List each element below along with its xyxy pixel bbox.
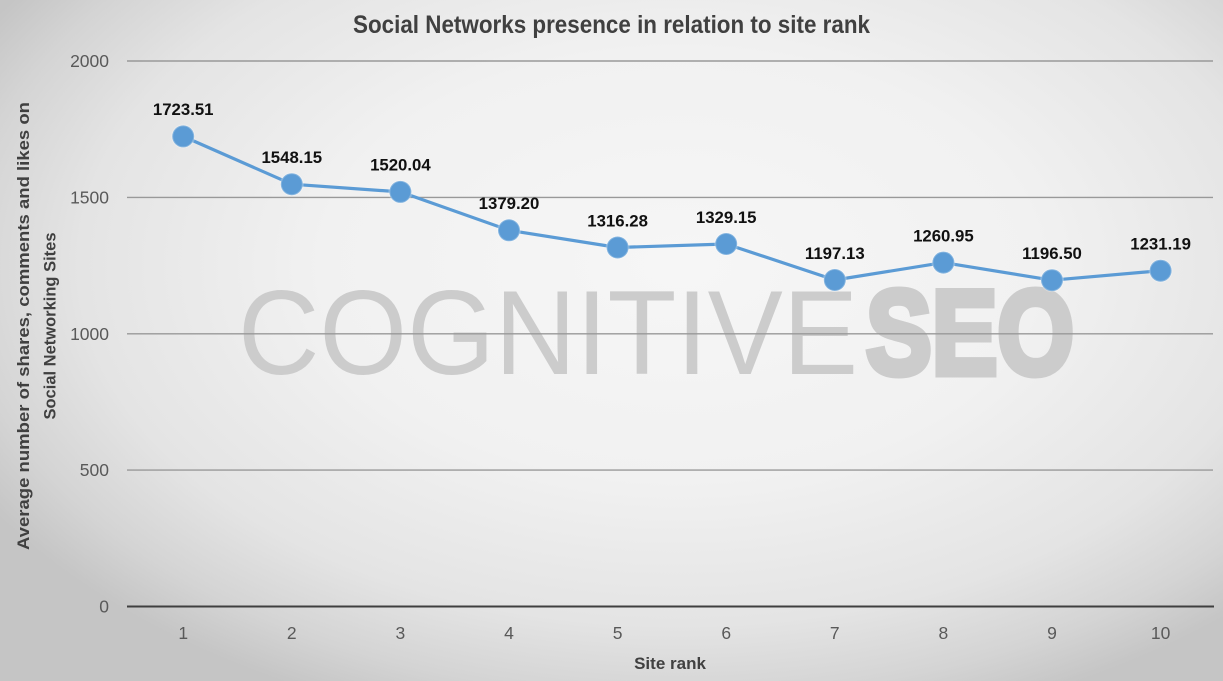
svg-text:1196.50: 1196.50: [1022, 244, 1082, 263]
svg-text:1500: 1500: [70, 187, 109, 207]
svg-text:2: 2: [287, 623, 297, 643]
svg-text:Social Networks presence in re: Social Networks presence in relation to …: [353, 11, 870, 39]
svg-text:1316.28: 1316.28: [587, 211, 648, 230]
svg-text:1197.13: 1197.13: [805, 244, 865, 263]
svg-text:SEO: SEO: [866, 266, 1074, 400]
svg-text:10: 10: [1151, 623, 1171, 643]
svg-text:1: 1: [178, 623, 188, 643]
svg-text:1520.04: 1520.04: [370, 156, 431, 175]
svg-text:1548.15: 1548.15: [261, 148, 322, 167]
svg-text:Site rank: Site rank: [634, 654, 706, 673]
svg-text:6: 6: [721, 623, 731, 643]
svg-text:4: 4: [504, 623, 514, 643]
svg-text:5: 5: [613, 623, 623, 643]
svg-text:7: 7: [830, 623, 840, 643]
svg-text:Average number of shares, comm: Average number of shares, comments and l…: [15, 102, 33, 550]
svg-text:1000: 1000: [70, 324, 109, 344]
svg-text:1329.15: 1329.15: [696, 208, 757, 227]
svg-text:8: 8: [939, 623, 949, 643]
svg-text:0: 0: [99, 597, 109, 617]
svg-text:9: 9: [1047, 623, 1057, 643]
svg-text:1260.95: 1260.95: [913, 226, 974, 245]
svg-text:2000: 2000: [70, 51, 109, 71]
svg-text:COGNITIVE: COGNITIVE: [238, 266, 858, 400]
svg-text:3: 3: [396, 623, 406, 643]
svg-text:500: 500: [80, 460, 109, 480]
svg-text:1231.19: 1231.19: [1130, 235, 1191, 254]
svg-text:1723.51: 1723.51: [153, 100, 214, 119]
svg-text:1379.20: 1379.20: [479, 194, 540, 213]
svg-text:Social Networking Sites: Social Networking Sites: [42, 232, 60, 419]
